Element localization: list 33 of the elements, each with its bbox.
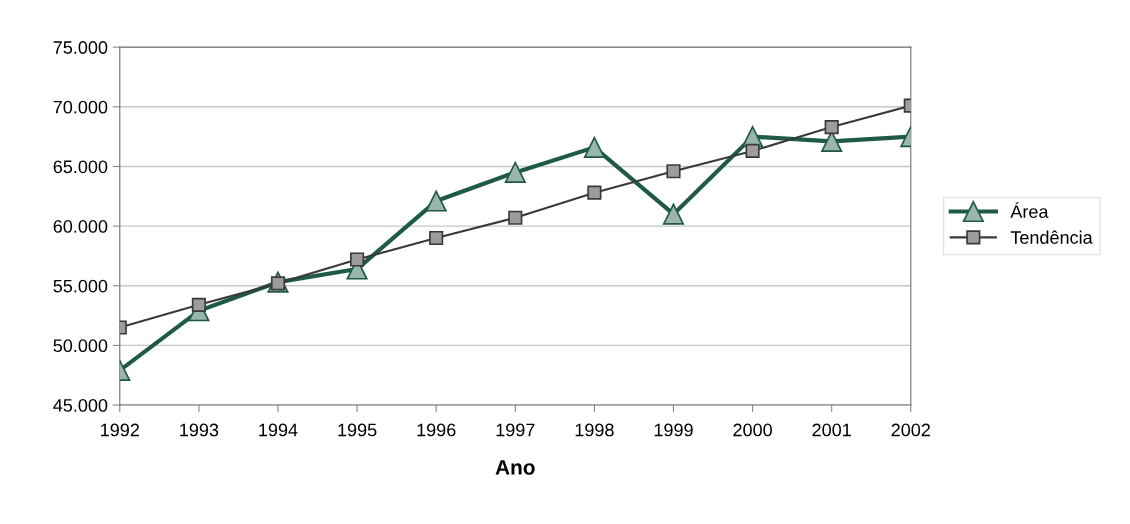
point [745, 143, 760, 159]
y-tick-label: 50.000 [53, 339, 108, 353]
y-tick-label: 55.000 [53, 279, 108, 293]
point [666, 164, 681, 179]
point [583, 136, 605, 158]
x-tick-label: 1995 [338, 423, 377, 437]
point [429, 230, 444, 246]
x-tick-label: 1997 [496, 423, 535, 437]
x-tick-label: 1999 [654, 423, 693, 437]
legend-label: Área [1010, 202, 1049, 219]
point [508, 210, 523, 225]
x-tick-label: 1994 [259, 423, 298, 437]
y-tick-label: 75.000 [53, 41, 108, 54]
point [662, 203, 685, 225]
point [824, 120, 839, 135]
y-tick-label: 60.000 [53, 220, 108, 233]
x-axis-title: Ano [495, 460, 535, 475]
x-tick-label: 2000 [733, 423, 772, 437]
y-tick-label: 45.000 [53, 398, 108, 412]
x-tick-label: 2001 [812, 423, 851, 437]
point [425, 190, 447, 212]
point [504, 161, 526, 183]
y-tick-label: 65.000 [53, 160, 108, 174]
legend-label: Tendência [1010, 230, 1093, 244]
x-tick-label: 1992 [101, 423, 139, 437]
point [349, 252, 365, 267]
y-tick-label: 70.000 [53, 100, 108, 114]
point [191, 297, 206, 312]
point [587, 185, 602, 200]
x-tick-label: 1996 [417, 423, 456, 437]
x-tick-label: 2002 [891, 423, 930, 437]
x-tick-label: 1993 [180, 423, 219, 437]
x-tick-label: 1998 [575, 423, 614, 437]
